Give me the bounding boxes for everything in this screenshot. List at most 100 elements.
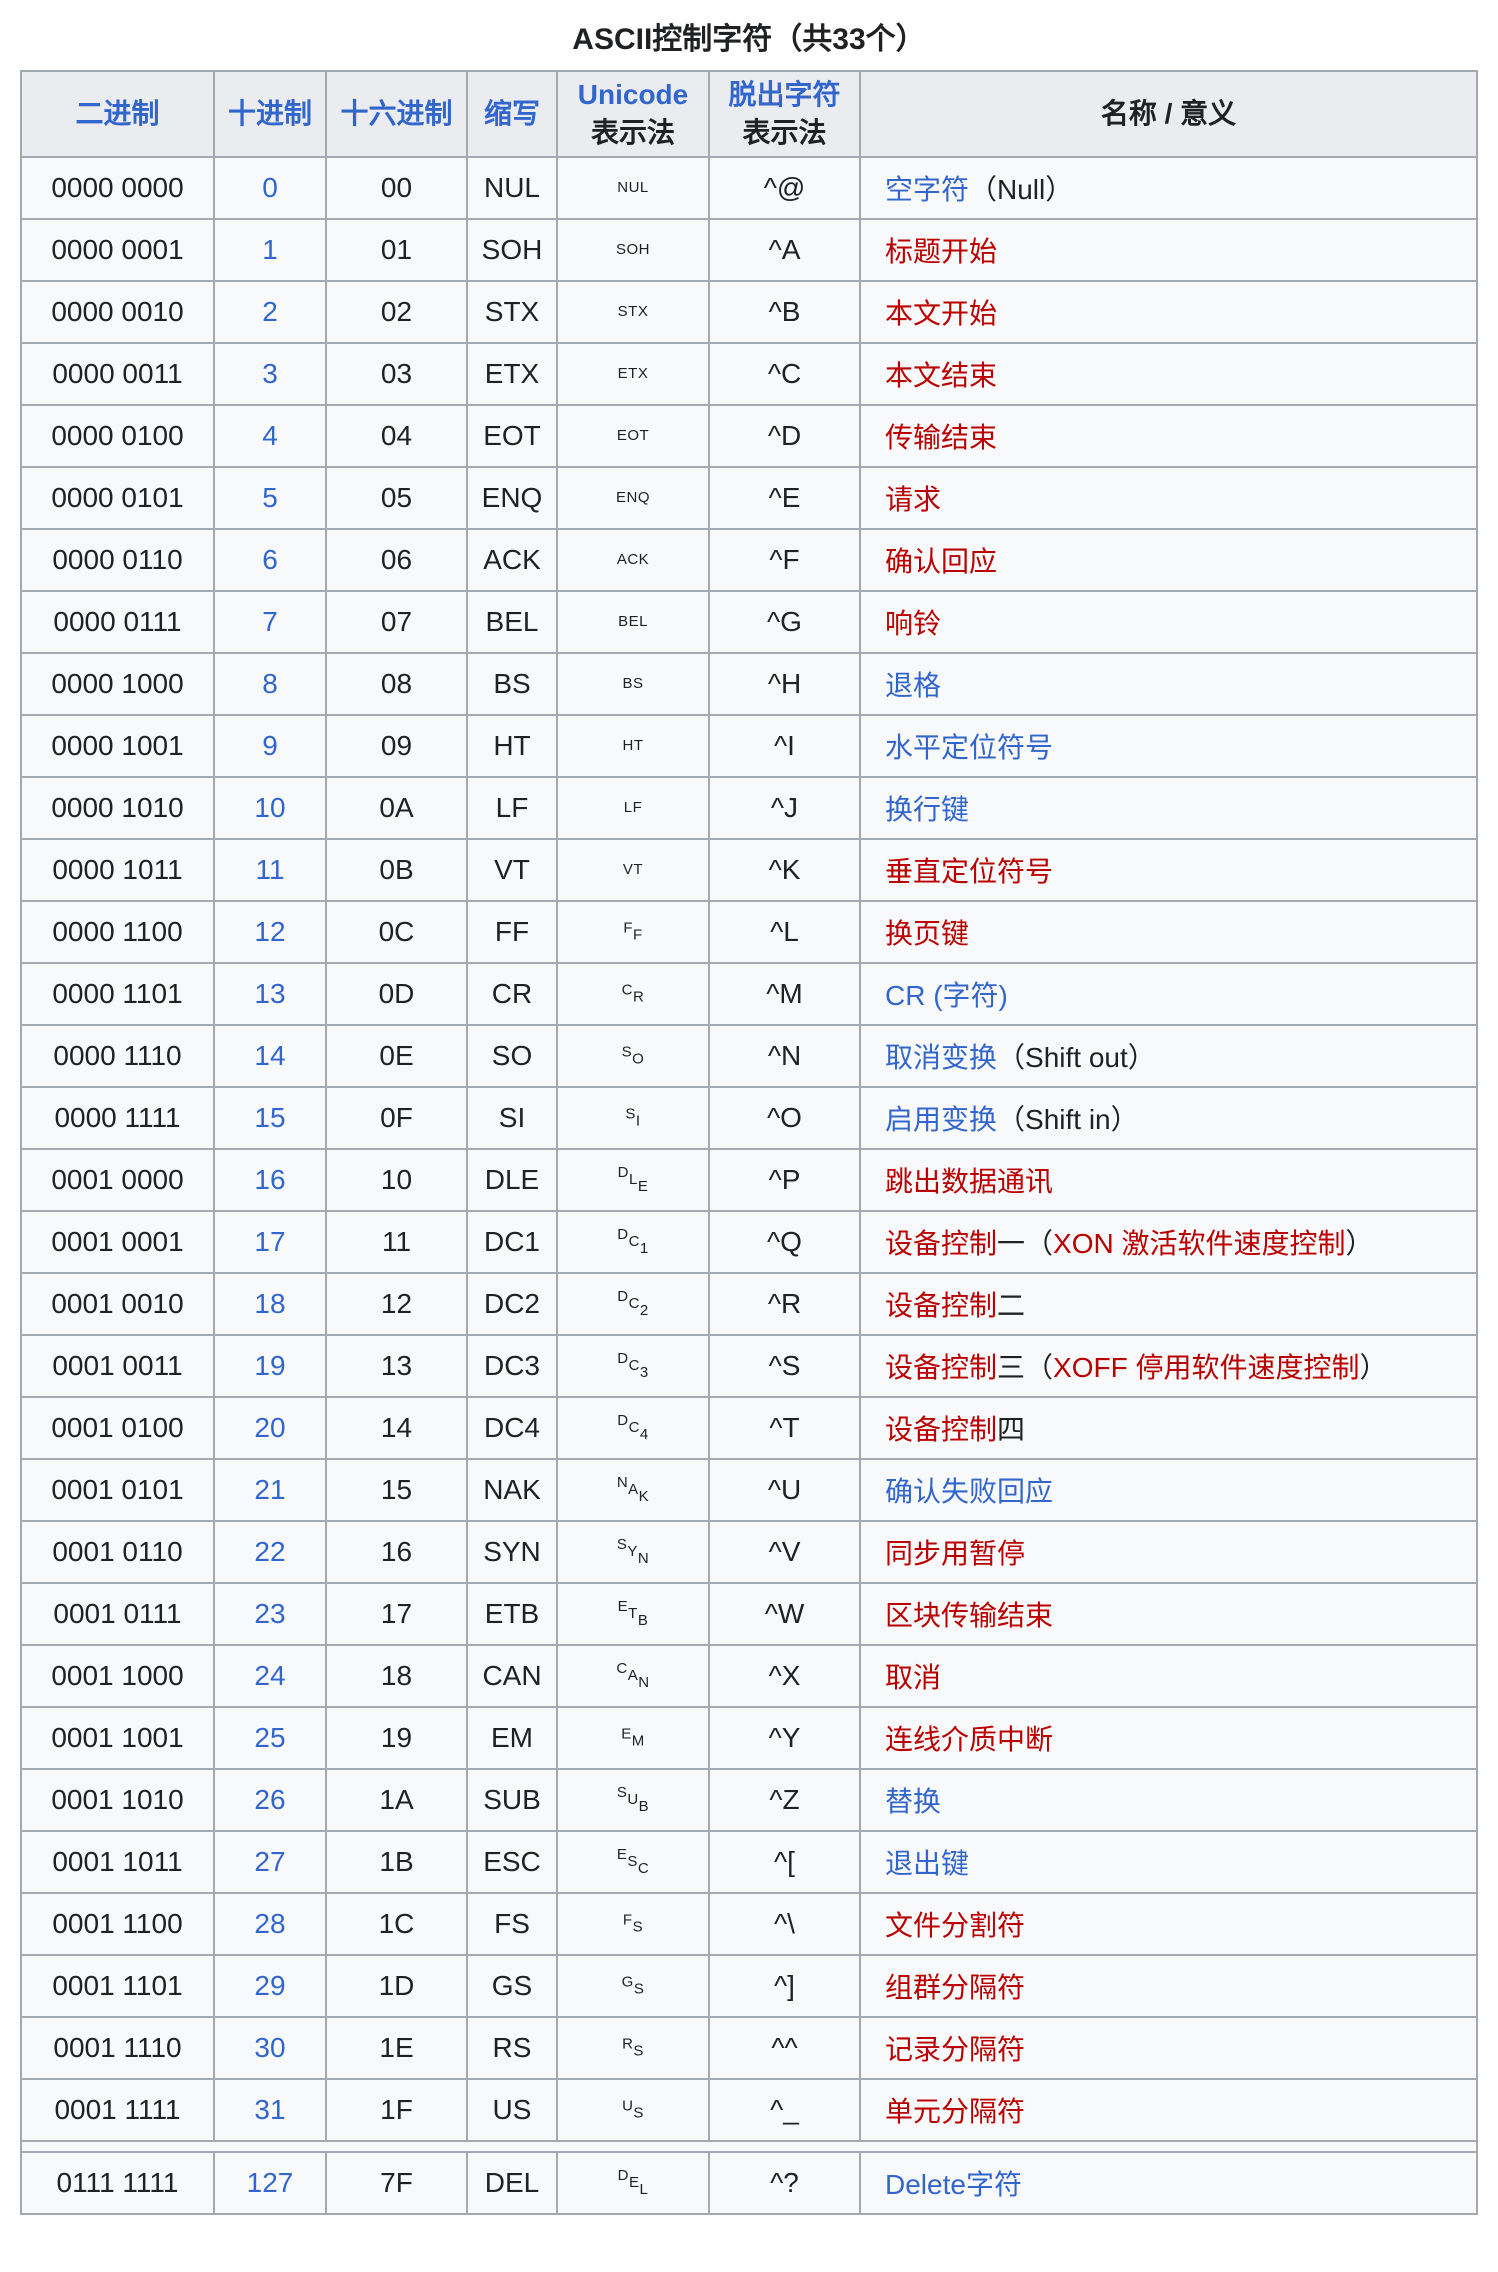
unicode-control-picture: GS — [556, 1953, 710, 2018]
name-link[interactable]: 区块传输结束 — [885, 1599, 1054, 1631]
name-link[interactable]: 确认失败回应 — [885, 1475, 1054, 1507]
name-link[interactable]: 设备控制 — [885, 1289, 998, 1321]
name-link[interactable]: 空字符 — [885, 173, 970, 205]
decimal-link[interactable]: 9 — [262, 729, 278, 761]
decimal-link[interactable]: 8 — [262, 667, 278, 699]
decimal-link[interactable]: 6 — [262, 543, 278, 575]
table-row: 0000 0101 5 05 ENQ ENQ ^E 请求 — [20, 465, 1478, 530]
decimal-header-link[interactable]: 十进制 — [227, 97, 312, 129]
name-link[interactable]: 设备控制 — [885, 1227, 998, 1259]
decimal-link[interactable]: 19 — [254, 1349, 286, 1381]
name-link[interactable]: XOFF 停用软件速度控制 — [1053, 1351, 1360, 1383]
cell-name: 记录分隔符 — [859, 2015, 1478, 2080]
decimal-link[interactable]: 20 — [254, 1411, 286, 1443]
name-link[interactable]: XON 激活软件速度控制 — [1053, 1227, 1346, 1259]
name-link[interactable]: 同步用暂停 — [885, 1537, 1026, 1569]
hex-header-link[interactable]: 十六进制 — [340, 97, 453, 129]
cell-binary: 0001 1110 — [20, 2015, 215, 2080]
decimal-link[interactable]: 26 — [254, 1783, 286, 1815]
abbreviation-header-link[interactable]: 缩写 — [483, 97, 540, 129]
name-link[interactable]: 跳出数据通讯 — [885, 1165, 1054, 1197]
cell-decimal: 127 — [213, 2150, 327, 2215]
decimal-link[interactable]: 7 — [262, 605, 278, 637]
cell-abbreviation: RS — [466, 2015, 558, 2080]
name-link[interactable]: 退出键 — [885, 1847, 970, 1879]
decimal-link[interactable]: 31 — [254, 2093, 286, 2125]
cell-binary: 0001 1000 — [20, 1643, 215, 1708]
name-link[interactable]: 换行键 — [885, 793, 970, 825]
name-link[interactable]: 确认回应 — [885, 545, 998, 577]
name-link[interactable]: 单元分隔符 — [885, 2095, 1026, 2127]
decimal-link[interactable]: 30 — [254, 2031, 286, 2063]
decimal-link[interactable]: 4 — [262, 419, 278, 451]
name-link[interactable]: 响铃 — [885, 607, 942, 639]
name-link[interactable]: 传输结束 — [885, 421, 998, 453]
cell-hex: 17 — [325, 1581, 468, 1646]
cell-decimal: 11 — [213, 837, 327, 902]
cell-hex: 0C — [325, 899, 468, 964]
binary-header-link[interactable]: 二进制 — [75, 97, 160, 129]
decimal-link[interactable]: 12 — [254, 915, 286, 947]
name-link[interactable]: 取消变换 — [885, 1041, 998, 1073]
cell-hex: 0F — [325, 1085, 468, 1150]
decimal-link[interactable]: 28 — [254, 1907, 286, 1939]
decimal-link[interactable]: 18 — [254, 1287, 286, 1319]
cell-hex: 0D — [325, 961, 468, 1026]
name-link[interactable]: 标题开始 — [885, 235, 998, 267]
table-row: 0001 0100 20 14 DC4 DC4 ^T 设备控制四 — [20, 1395, 1478, 1460]
cell-name: 标题开始 — [859, 217, 1478, 282]
decimal-link[interactable]: 11 — [255, 853, 285, 885]
decimal-link[interactable]: 14 — [254, 1039, 286, 1071]
cell-abbreviation: US — [466, 2077, 558, 2142]
name-link[interactable]: 垂直定位符号 — [885, 855, 1054, 887]
name-link[interactable]: 替换 — [885, 1785, 942, 1817]
name-link[interactable]: 设备控制 — [885, 1351, 998, 1383]
name-link[interactable]: 文件分割符 — [885, 1909, 1026, 1941]
decimal-link[interactable]: 2 — [262, 295, 278, 327]
decimal-link[interactable]: 1 — [262, 233, 278, 265]
name-link[interactable]: 取消 — [885, 1661, 942, 1693]
table-row: 0000 1001 9 09 HT HT ^I 水平定位符号 — [20, 713, 1478, 778]
decimal-link[interactable]: 23 — [254, 1597, 286, 1629]
decimal-link[interactable]: 127 — [246, 2166, 294, 2198]
name-link[interactable]: Delete字符 — [885, 2168, 1022, 2200]
decimal-link[interactable]: 16 — [254, 1163, 286, 1195]
cell-abbreviation: ENQ — [466, 465, 558, 530]
name-link[interactable]: 换页键 — [885, 917, 970, 949]
name-link[interactable]: 请求 — [885, 483, 942, 515]
decimal-link[interactable]: 24 — [254, 1659, 286, 1691]
cell-name: 垂直定位符号 — [859, 837, 1478, 902]
unicode-header-text: 表示法 — [590, 116, 675, 148]
decimal-link[interactable]: 17 — [254, 1225, 286, 1257]
cell-binary: 0001 1100 — [20, 1891, 215, 1956]
name-link[interactable]: 组群分隔符 — [885, 1971, 1026, 2003]
header-hex: 十六进制 — [325, 70, 468, 158]
name-link[interactable]: 连线介质中断 — [885, 1723, 1054, 1755]
decimal-link[interactable]: 22 — [254, 1535, 286, 1567]
table-row: 0001 1101 29 1D GS GS ^] 组群分隔符 — [20, 1953, 1478, 2018]
unicode-header-link[interactable]: Unicode — [577, 79, 689, 110]
decimal-link[interactable]: 3 — [262, 357, 278, 389]
decimal-link[interactable]: 29 — [254, 1969, 286, 2001]
decimal-link[interactable]: 21 — [254, 1473, 286, 1505]
name-link[interactable]: 水平定位符号 — [885, 731, 1054, 763]
cell-escape: ^? — [708, 2150, 861, 2215]
name-link[interactable]: 退格 — [885, 669, 942, 701]
decimal-link[interactable]: 13 — [254, 977, 286, 1009]
decimal-link[interactable]: 25 — [254, 1721, 286, 1753]
decimal-link[interactable]: 5 — [262, 481, 278, 513]
cell-hex: 04 — [325, 403, 468, 468]
cell-decimal: 21 — [213, 1457, 327, 1522]
decimal-link[interactable]: 0 — [262, 171, 278, 203]
name-link[interactable]: CR (字符) — [885, 979, 1008, 1011]
decimal-link[interactable]: 10 — [254, 791, 286, 823]
name-link[interactable]: 本文开始 — [885, 297, 998, 329]
decimal-link[interactable]: 27 — [254, 1845, 286, 1877]
decimal-link[interactable]: 15 — [254, 1101, 286, 1133]
name-link[interactable]: 启用变换 — [885, 1103, 998, 1135]
escape-header-link[interactable]: 脱出字符 — [728, 79, 841, 110]
name-link[interactable]: 设备控制 — [885, 1413, 998, 1445]
cell-hex: 09 — [325, 713, 468, 778]
name-link[interactable]: 本文结束 — [885, 359, 998, 391]
name-link[interactable]: 记录分隔符 — [885, 2033, 1026, 2065]
